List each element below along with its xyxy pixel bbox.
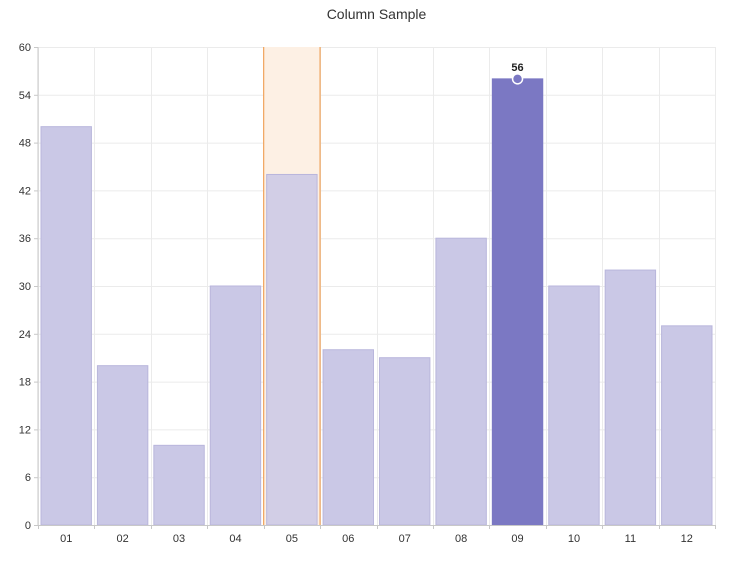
x-tick-label: 04 — [229, 533, 241, 545]
y-tick-label: 6 — [25, 472, 31, 484]
x-tick-label: 02 — [117, 533, 129, 545]
bar-01[interactable] — [40, 126, 92, 526]
x-tick-label: 12 — [681, 533, 693, 545]
bar-06[interactable] — [322, 349, 375, 526]
y-tick-label: 30 — [19, 281, 31, 293]
bar-05[interactable] — [266, 173, 318, 526]
y-tick-label: 36 — [19, 233, 31, 245]
chart-title: Column Sample — [326, 6, 427, 22]
y-tick-label: 48 — [19, 138, 31, 150]
x-tick-label: 05 — [286, 533, 298, 545]
bar-11[interactable] — [604, 269, 657, 526]
bar-04[interactable] — [209, 285, 262, 526]
y-tick-label: 12 — [19, 424, 31, 436]
data-label: 56 — [511, 62, 523, 74]
bar-07[interactable] — [379, 357, 431, 526]
selected-point-marker[interactable] — [511, 73, 524, 85]
y-tick-label: 24 — [19, 329, 31, 341]
x-tick-label: 08 — [455, 533, 467, 545]
y-tick-label: 42 — [19, 185, 31, 197]
y-tick-label: 18 — [19, 377, 31, 389]
x-tick-label: 06 — [342, 533, 354, 545]
y-tick-label: 60 — [19, 42, 31, 54]
y-tick-label: 0 — [25, 520, 31, 532]
bar-08[interactable] — [435, 237, 487, 526]
x-tick-label: 01 — [60, 533, 72, 545]
x-tick-label: 03 — [173, 533, 185, 545]
x-tick-label: 07 — [399, 533, 411, 545]
x-tick-label: 09 — [511, 533, 523, 545]
bar-12[interactable] — [661, 325, 713, 526]
bar-10[interactable] — [548, 285, 600, 526]
x-tick-label: 11 — [625, 533, 636, 545]
bar-03[interactable] — [153, 444, 205, 526]
bar-02[interactable] — [96, 365, 149, 526]
x-tick-label: 10 — [568, 533, 580, 545]
bar-09[interactable] — [491, 78, 544, 526]
y-tick-label: 54 — [19, 90, 31, 102]
